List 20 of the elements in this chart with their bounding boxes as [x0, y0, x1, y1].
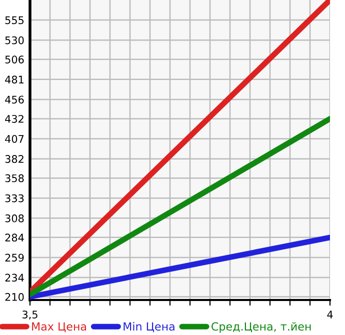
- y-tick-label: 481: [5, 76, 24, 84]
- y-tick-label: 333: [5, 194, 24, 202]
- y-tick-label: 358: [5, 174, 24, 182]
- legend-label: Max Цена: [32, 322, 86, 332]
- y-tick-label: 432: [5, 114, 24, 123]
- y-tick-label: 210: [5, 293, 24, 301]
- y-tick-label: 530: [5, 36, 24, 44]
- legend-label: Сред.Цена, т.йен: [212, 322, 311, 333]
- legend-label: Min Цена: [124, 322, 174, 332]
- y-tick-label: 382: [5, 155, 24, 163]
- x-tick-label: 3,5: [22, 310, 38, 320]
- x-tick-label: 4: [327, 310, 333, 318]
- y-tick-label: 308: [5, 214, 24, 222]
- y-tick-label: 506: [5, 56, 24, 64]
- y-tick-label: 407: [5, 134, 24, 143]
- y-tick-label: 555: [5, 16, 24, 24]
- y-tick-label: 284: [5, 234, 24, 242]
- y-tick-label: 234: [5, 274, 24, 282]
- y-tick-label: 456: [5, 96, 24, 104]
- y-tick-label: 259: [5, 254, 24, 262]
